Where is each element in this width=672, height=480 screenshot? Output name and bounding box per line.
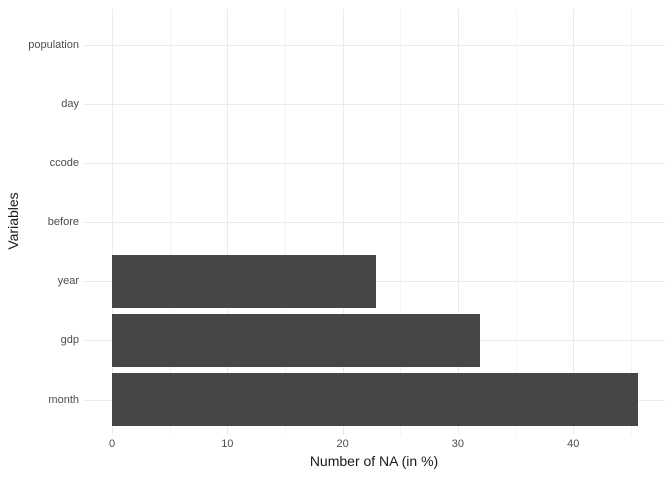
x-tick-label-10: 10: [221, 438, 234, 450]
y-tick-label-month: month: [48, 393, 79, 406]
x-axis-title: Number of NA (in %): [309, 453, 439, 469]
y-gridline-before: [84, 222, 665, 223]
y-tick-label-population: population: [28, 38, 79, 51]
y-gridline-ccode: [84, 162, 665, 164]
x-tick-label-20: 20: [336, 438, 349, 450]
bar-month: [112, 372, 638, 427]
x-tick-label-30: 30: [451, 438, 465, 450]
y-gridline-population: [84, 44, 665, 46]
y-tick-label-year: year: [57, 275, 79, 288]
y-tick-label-gdp: gdp: [60, 334, 79, 347]
y-gridline-day: [84, 103, 665, 105]
y-tick-label-day: day: [61, 97, 79, 110]
y-tick-label-ccode: ccode: [49, 156, 79, 169]
bar-gdp: [112, 313, 480, 367]
x-tick-label-0: 0: [108, 438, 116, 450]
y-tick-label-before: before: [47, 216, 79, 228]
plot-panel: [84, 9, 665, 435]
bar-year: [112, 254, 377, 308]
x-tick-label-40: 40: [567, 438, 580, 450]
